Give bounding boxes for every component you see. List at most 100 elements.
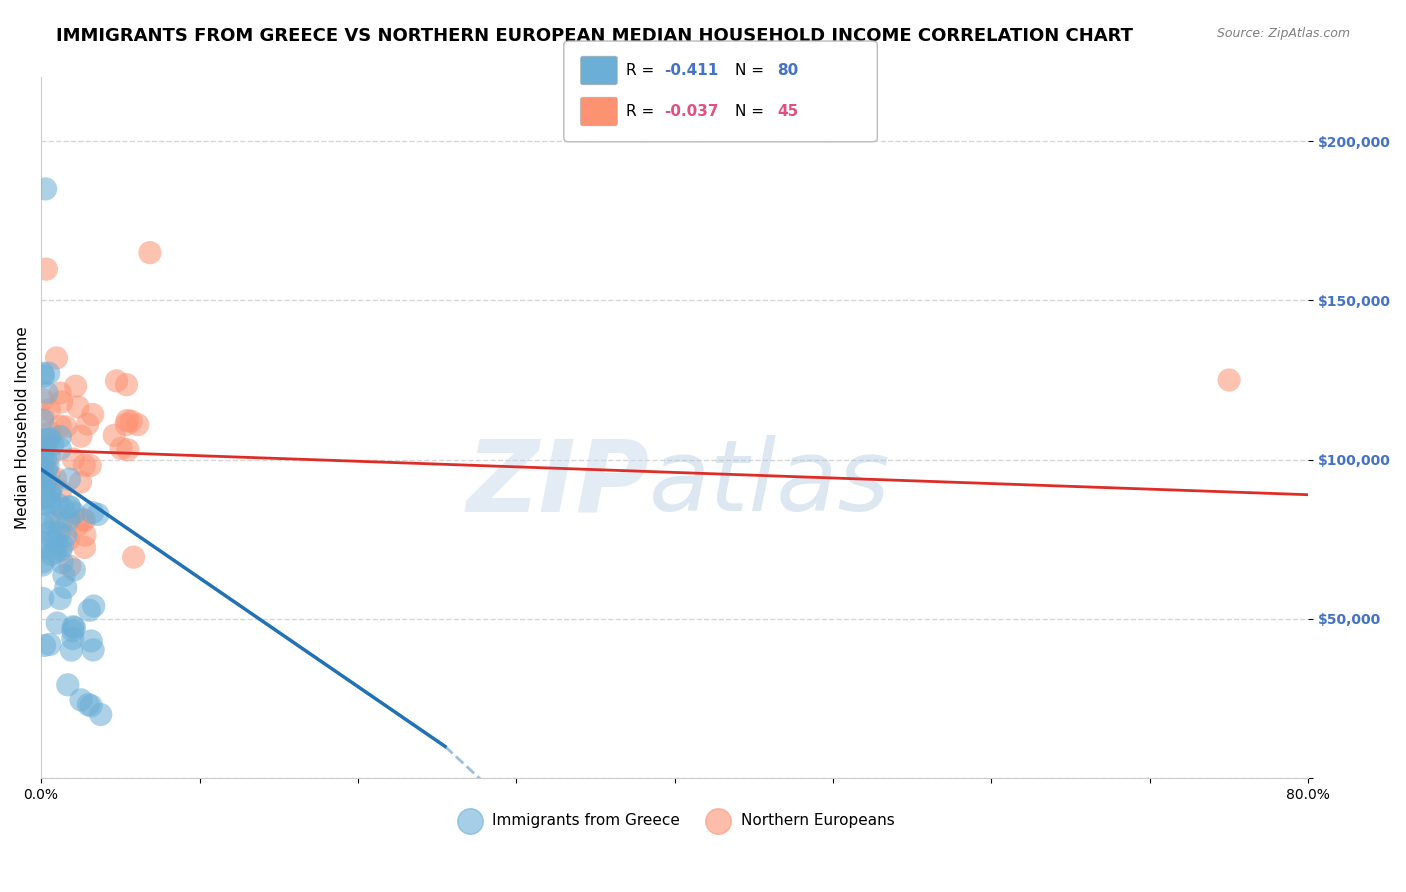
Point: [38, 637, 60, 651]
Point: [38, 495, 60, 509]
Point: [37, 432, 59, 446]
Point: [127, 417, 149, 432]
Point: [73, 458, 96, 473]
Point: [37, 516, 59, 530]
Point: [32, 455, 55, 469]
Legend: Immigrants from Greece, Northern Europeans: Immigrants from Greece, Northern Europea…: [449, 806, 901, 834]
Point: [82, 506, 104, 520]
Point: [115, 413, 138, 427]
Point: [34, 639, 56, 653]
Point: [49, 386, 72, 401]
Point: [115, 417, 138, 432]
Point: [38, 486, 60, 500]
Point: [66, 400, 89, 414]
Text: -0.411: -0.411: [664, 63, 718, 78]
Point: [51, 538, 73, 552]
Point: [32, 433, 55, 447]
Point: [42, 437, 65, 451]
Point: [80, 634, 103, 648]
Point: [79, 603, 101, 617]
Y-axis label: Median Household Income: Median Household Income: [15, 326, 30, 529]
Point: [38, 468, 60, 483]
Point: [31, 413, 53, 427]
Point: [51, 395, 73, 409]
Point: [37, 458, 59, 473]
Point: [32, 367, 55, 381]
Point: [34, 482, 56, 496]
Point: [1218, 373, 1240, 387]
Point: [34, 182, 56, 196]
Text: R =: R =: [626, 104, 659, 119]
Point: [31, 442, 53, 456]
Point: [72, 512, 94, 526]
Text: atlas: atlas: [650, 435, 891, 533]
Point: [45, 537, 67, 551]
Point: [62, 452, 84, 467]
Point: [38, 366, 60, 380]
Point: [63, 506, 86, 520]
Point: [63, 621, 86, 635]
Point: [103, 428, 125, 442]
Point: [55, 528, 77, 542]
Point: [73, 541, 96, 555]
Point: [52, 568, 75, 582]
Point: [63, 563, 86, 577]
Point: [55, 580, 77, 594]
Point: [35, 434, 58, 448]
Point: [44, 515, 66, 529]
Point: [31, 541, 53, 555]
Text: IMMIGRANTS FROM GREECE VS NORTHERN EUROPEAN MEDIAN HOUSEHOLD INCOME CORRELATION : IMMIGRANTS FROM GREECE VS NORTHERN EUROP…: [56, 27, 1133, 45]
Point: [49, 515, 72, 529]
Point: [45, 351, 67, 365]
Point: [46, 616, 69, 631]
Point: [49, 591, 72, 606]
Point: [66, 518, 89, 533]
Point: [41, 548, 63, 562]
Point: [46, 498, 69, 512]
Point: [56, 678, 79, 692]
Text: N =: N =: [735, 63, 769, 78]
Point: [73, 528, 96, 542]
Text: 80: 80: [778, 63, 799, 78]
Point: [51, 556, 73, 570]
Point: [120, 414, 142, 428]
Point: [62, 632, 84, 646]
Point: [31, 555, 53, 569]
Point: [82, 643, 104, 657]
Point: [73, 513, 96, 527]
Point: [117, 442, 139, 457]
Point: [90, 707, 112, 722]
Point: [48, 525, 70, 540]
Point: [69, 475, 91, 490]
Point: [56, 533, 79, 547]
Point: [35, 462, 58, 476]
Point: [39, 485, 62, 500]
Point: [37, 498, 59, 512]
Point: [115, 377, 138, 392]
Point: [70, 429, 93, 443]
Text: R =: R =: [626, 63, 659, 78]
Point: [79, 458, 101, 473]
Point: [31, 535, 53, 549]
Point: [31, 558, 53, 572]
Point: [34, 438, 56, 452]
Point: [34, 490, 56, 504]
Point: [59, 559, 82, 574]
Point: [32, 518, 55, 533]
Point: [80, 698, 103, 713]
Point: [77, 698, 100, 712]
Point: [32, 491, 55, 506]
Point: [31, 443, 53, 458]
Point: [49, 542, 72, 557]
Point: [60, 643, 83, 657]
Point: [110, 442, 132, 456]
Point: [49, 484, 72, 499]
Text: N =: N =: [735, 104, 769, 119]
Point: [35, 385, 58, 400]
Point: [34, 452, 56, 467]
Point: [42, 534, 65, 549]
Point: [58, 472, 80, 486]
Point: [34, 484, 56, 499]
Point: [32, 468, 55, 483]
Point: [49, 429, 72, 443]
